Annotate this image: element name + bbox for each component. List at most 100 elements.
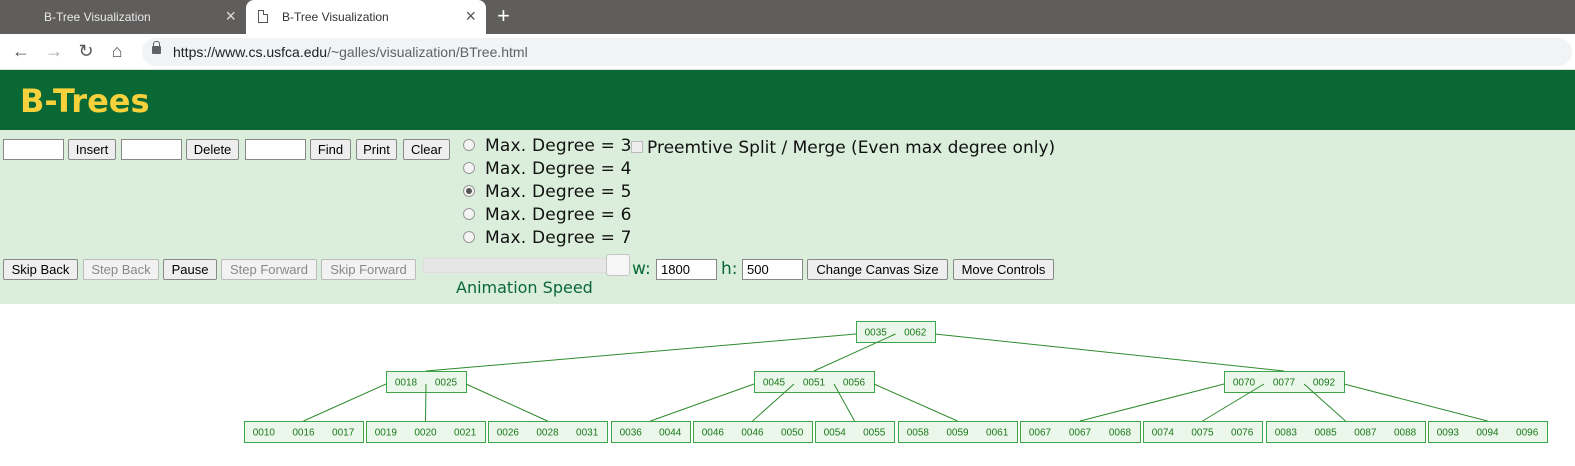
node-box: [386, 371, 467, 393]
preemptive-checkbox[interactable]: [631, 141, 643, 153]
page-header: B-Trees: [0, 70, 1575, 130]
find-button[interactable]: Find: [310, 139, 351, 160]
internal-node: 0070 0077 0092: [1224, 371, 1345, 393]
url-host: https://www.cs.usfca.edu: [173, 44, 328, 60]
node-key: 0017: [332, 428, 355, 439]
leaf-node: 0093 0094 0096: [1428, 421, 1548, 443]
step-back-button[interactable]: Step Back: [83, 259, 159, 280]
node-box: [1020, 421, 1141, 443]
close-tab-icon[interactable]: ×: [225, 6, 236, 26]
forward-arrow-icon[interactable]: →: [45, 41, 63, 61]
node-box: [693, 421, 813, 443]
tree-edge: [303, 383, 387, 422]
tree-edge: [833, 383, 855, 422]
leaf-node: 0046 0046 0050: [693, 421, 813, 443]
close-tab-icon[interactable]: ×: [465, 6, 476, 26]
delete-button[interactable]: Delete: [186, 139, 239, 160]
node-key: 0036: [620, 428, 643, 439]
btree-diagram: 0035 0062 0018 0025 0045 0051 0056 0070 0077 0092…: [244, 321, 1548, 443]
node-key: 0046: [741, 428, 764, 439]
url-path: /~galles/visualization/BTree.html: [327, 44, 528, 60]
tree-edge: [752, 383, 795, 422]
node-key: 0010: [253, 428, 276, 439]
node-key: 0067: [1029, 428, 1052, 439]
node-key: 0058: [907, 428, 930, 439]
node-box: [898, 421, 1018, 443]
lock-icon: [152, 41, 161, 54]
visualization-canvas[interactable]: 0035 0062 0018 0025 0045 0051 0056 0070 0077 0092…: [0, 304, 1575, 466]
node-key: 0051: [803, 378, 826, 389]
tab-title: B-Tree Visualization: [282, 10, 389, 24]
animation-speed-slider[interactable]: [423, 258, 629, 273]
address-bar[interactable]: https://www.cs.usfca.edu/~galles/visuali…: [142, 38, 1572, 66]
skip-forward-button[interactable]: Skip Forward: [321, 259, 416, 280]
delete-input[interactable]: [121, 139, 182, 160]
node-box: [856, 321, 936, 343]
tree-edge: [873, 383, 958, 422]
change-canvas-size-button[interactable]: Change Canvas Size: [807, 259, 948, 280]
new-tab-icon[interactable]: +: [497, 3, 510, 28]
degree-7-radio[interactable]: [463, 231, 475, 243]
browser-tab-strip: B-Tree Visualization × B-Tree Visualizat…: [0, 0, 1575, 34]
tree-edge: [425, 333, 857, 372]
tree-edge: [465, 383, 548, 422]
internal-node: 0018 0025: [386, 371, 467, 393]
node-box: [1143, 421, 1263, 443]
move-controls-button[interactable]: Move Controls: [953, 259, 1054, 280]
skip-back-button[interactable]: Skip Back: [3, 259, 78, 280]
degree-7-label: Max. Degree = 7: [485, 228, 632, 248]
leaf-node: 0058 0059 0061: [898, 421, 1018, 443]
degree-4-radio[interactable]: [463, 162, 475, 174]
node-box: [1428, 421, 1548, 443]
node-key: 0062: [904, 328, 927, 339]
leaf-node: 0054 0055: [815, 421, 895, 443]
degree-5-radio[interactable]: [463, 185, 475, 197]
node-key: 0050: [781, 428, 804, 439]
degree-6-radio[interactable]: [463, 208, 475, 220]
width-label: w:: [632, 259, 651, 279]
node-key: 0061: [986, 428, 1009, 439]
node-box: [488, 421, 608, 443]
browser-tab-2[interactable]: B-Tree Visualization ×: [246, 0, 486, 34]
node-key: 0054: [824, 428, 847, 439]
browser-toolbar: ← → ↻ ⌂ https://www.cs.usfca.edu/~galles…: [0, 34, 1575, 70]
node-key: 0070: [1233, 378, 1256, 389]
degree-6-label: Max. Degree = 6: [485, 205, 632, 225]
leaf-node: 0067 0067 0068: [1020, 421, 1141, 443]
tab-title: B-Tree Visualization: [44, 10, 151, 24]
canvas-height-input[interactable]: [742, 259, 803, 280]
node-key: 0083: [1275, 428, 1298, 439]
insert-button[interactable]: Insert: [68, 139, 116, 160]
height-label: h:: [721, 259, 738, 279]
node-key: 0087: [1354, 428, 1377, 439]
back-arrow-icon[interactable]: ←: [12, 41, 30, 61]
node-key: 0092: [1313, 378, 1336, 389]
leaf-node: 0010 0016 0017: [244, 421, 364, 443]
canvas-width-input[interactable]: [656, 259, 717, 280]
pause-button[interactable]: Pause: [163, 259, 217, 280]
node-key: 0056: [843, 378, 866, 389]
browser-tab-1[interactable]: B-Tree Visualization ×: [0, 0, 246, 34]
step-forward-button[interactable]: Step Forward: [221, 259, 317, 280]
leaf-node: 0036 0044: [611, 421, 691, 443]
internal-node: 0045 0051 0056: [754, 371, 875, 393]
node-key: 0088: [1394, 428, 1417, 439]
node-box: [611, 421, 691, 443]
tree-edge: [1303, 383, 1346, 422]
clear-button[interactable]: Clear: [403, 139, 450, 160]
find-input[interactable]: [245, 139, 306, 160]
node-key: 0046: [702, 428, 725, 439]
home-icon[interactable]: ⌂: [111, 41, 123, 61]
reload-icon[interactable]: ↻: [78, 41, 94, 61]
tree-edge: [425, 383, 427, 422]
node-box: [754, 371, 875, 393]
node-key: 0028: [536, 428, 559, 439]
print-button[interactable]: Print: [356, 139, 397, 160]
node-key: 0096: [1516, 428, 1539, 439]
degree-3-radio[interactable]: [463, 139, 475, 151]
degree-5-label: Max. Degree = 5: [485, 182, 632, 202]
node-key: 0020: [414, 428, 437, 439]
insert-input[interactable]: [3, 139, 64, 160]
tree-edge: [1202, 383, 1265, 422]
slider-handle[interactable]: [606, 254, 630, 276]
